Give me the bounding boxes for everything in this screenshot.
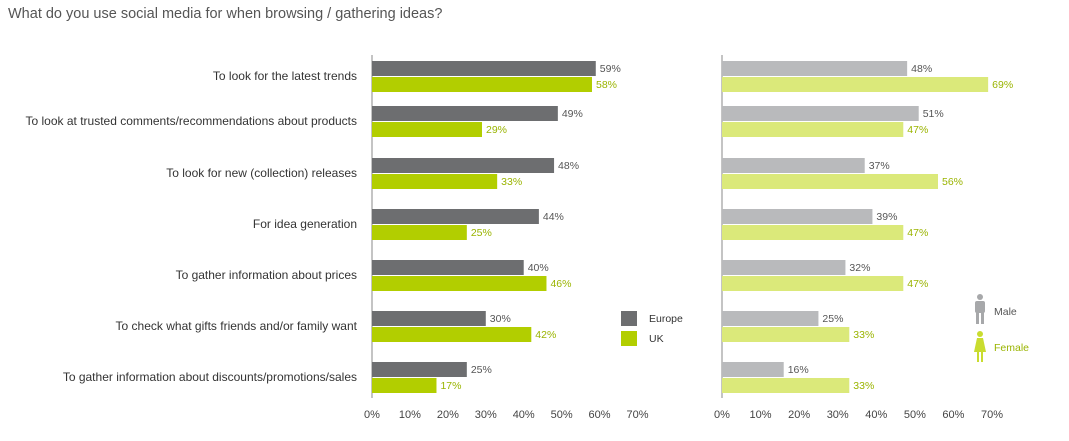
data-label: 37% <box>869 160 890 172</box>
bar-male <box>722 209 873 224</box>
category-label: For idea generation <box>253 217 357 231</box>
data-label: 33% <box>853 380 874 392</box>
x-tick-label: 0% <box>364 409 380 421</box>
bar-male <box>722 158 865 173</box>
x-tick-label: 50% <box>904 409 926 421</box>
x-tick-label: 10% <box>750 409 772 421</box>
data-label: 46% <box>550 278 571 290</box>
legend-label: UK <box>649 333 664 345</box>
data-label: 59% <box>600 63 621 75</box>
data-label: 40% <box>528 262 549 274</box>
data-label: 69% <box>992 79 1013 91</box>
bar-europe <box>372 260 524 275</box>
chart-title: What do you use social media for when br… <box>8 6 443 22</box>
data-label: 56% <box>942 176 963 188</box>
bar-male <box>722 61 908 76</box>
x-tick-label: 60% <box>942 409 964 421</box>
legend-label: Female <box>994 342 1029 354</box>
x-tick-label: 10% <box>399 409 421 421</box>
data-label: 47% <box>907 124 928 136</box>
data-label: 47% <box>907 227 928 239</box>
x-tick-label: 60% <box>589 409 611 421</box>
x-tick-label: 50% <box>551 409 573 421</box>
bar-uk <box>372 174 498 189</box>
data-label: 16% <box>788 364 809 376</box>
data-label: 25% <box>822 313 843 325</box>
bar-uk <box>372 77 592 92</box>
male-person-icon <box>975 294 985 324</box>
category-label: To gather information about prices <box>176 268 357 282</box>
bar-female <box>722 77 989 92</box>
legend-label: Male <box>994 306 1017 318</box>
bar-europe <box>372 158 555 173</box>
category-label: To look for new (collection) releases <box>166 166 357 180</box>
x-tick-label: 20% <box>788 409 810 421</box>
data-label: 42% <box>535 329 556 341</box>
bar-female <box>722 174 938 189</box>
legend-swatch-europe <box>621 311 637 326</box>
data-label: 39% <box>876 211 897 223</box>
bar-europe <box>372 311 486 326</box>
bar-female <box>722 276 904 291</box>
data-label: 58% <box>596 79 617 91</box>
bar-male <box>722 260 846 275</box>
bar-europe <box>372 209 539 224</box>
bar-male <box>722 311 819 326</box>
data-label: 49% <box>562 108 583 120</box>
data-label: 29% <box>486 124 507 136</box>
x-tick-label: 20% <box>437 409 459 421</box>
data-label: 48% <box>558 160 579 172</box>
category-label: To look at trusted comments/recommendati… <box>26 114 358 128</box>
bar-europe <box>372 106 558 121</box>
x-tick-label: 30% <box>827 409 849 421</box>
bar-europe <box>372 61 596 76</box>
category-label: To gather information about discounts/pr… <box>63 370 357 384</box>
x-tick-label: 70% <box>626 409 648 421</box>
x-tick-label: 30% <box>475 409 497 421</box>
data-label: 32% <box>849 262 870 274</box>
female-person-icon <box>974 331 986 362</box>
x-tick-label: 40% <box>513 409 535 421</box>
bar-uk <box>372 122 482 137</box>
bar-female <box>722 378 850 393</box>
data-label: 25% <box>471 364 492 376</box>
bar-uk <box>372 276 547 291</box>
data-label: 30% <box>490 313 511 325</box>
data-label: 48% <box>911 63 932 75</box>
bar-uk <box>372 378 437 393</box>
bar-female <box>722 122 904 137</box>
data-label: 51% <box>923 108 944 120</box>
x-tick-label: 70% <box>981 409 1003 421</box>
x-tick-label: 40% <box>865 409 887 421</box>
data-label: 17% <box>440 380 461 392</box>
x-tick-label: 0% <box>714 409 730 421</box>
data-label: 33% <box>501 176 522 188</box>
bar-europe <box>372 362 467 377</box>
bar-female <box>722 327 850 342</box>
bar-male <box>722 362 784 377</box>
legend-label: Europe <box>649 313 683 325</box>
data-label: 25% <box>471 227 492 239</box>
bar-uk <box>372 327 532 342</box>
bar-male <box>722 106 919 121</box>
bar-female <box>722 225 904 240</box>
category-label: To look for the latest trends <box>213 69 357 83</box>
bar-uk <box>372 225 467 240</box>
data-label: 47% <box>907 278 928 290</box>
data-label: 44% <box>543 211 564 223</box>
data-label: 33% <box>853 329 874 341</box>
category-label: To check what gifts friends and/or famil… <box>116 319 358 333</box>
legend-swatch-uk <box>621 331 637 346</box>
